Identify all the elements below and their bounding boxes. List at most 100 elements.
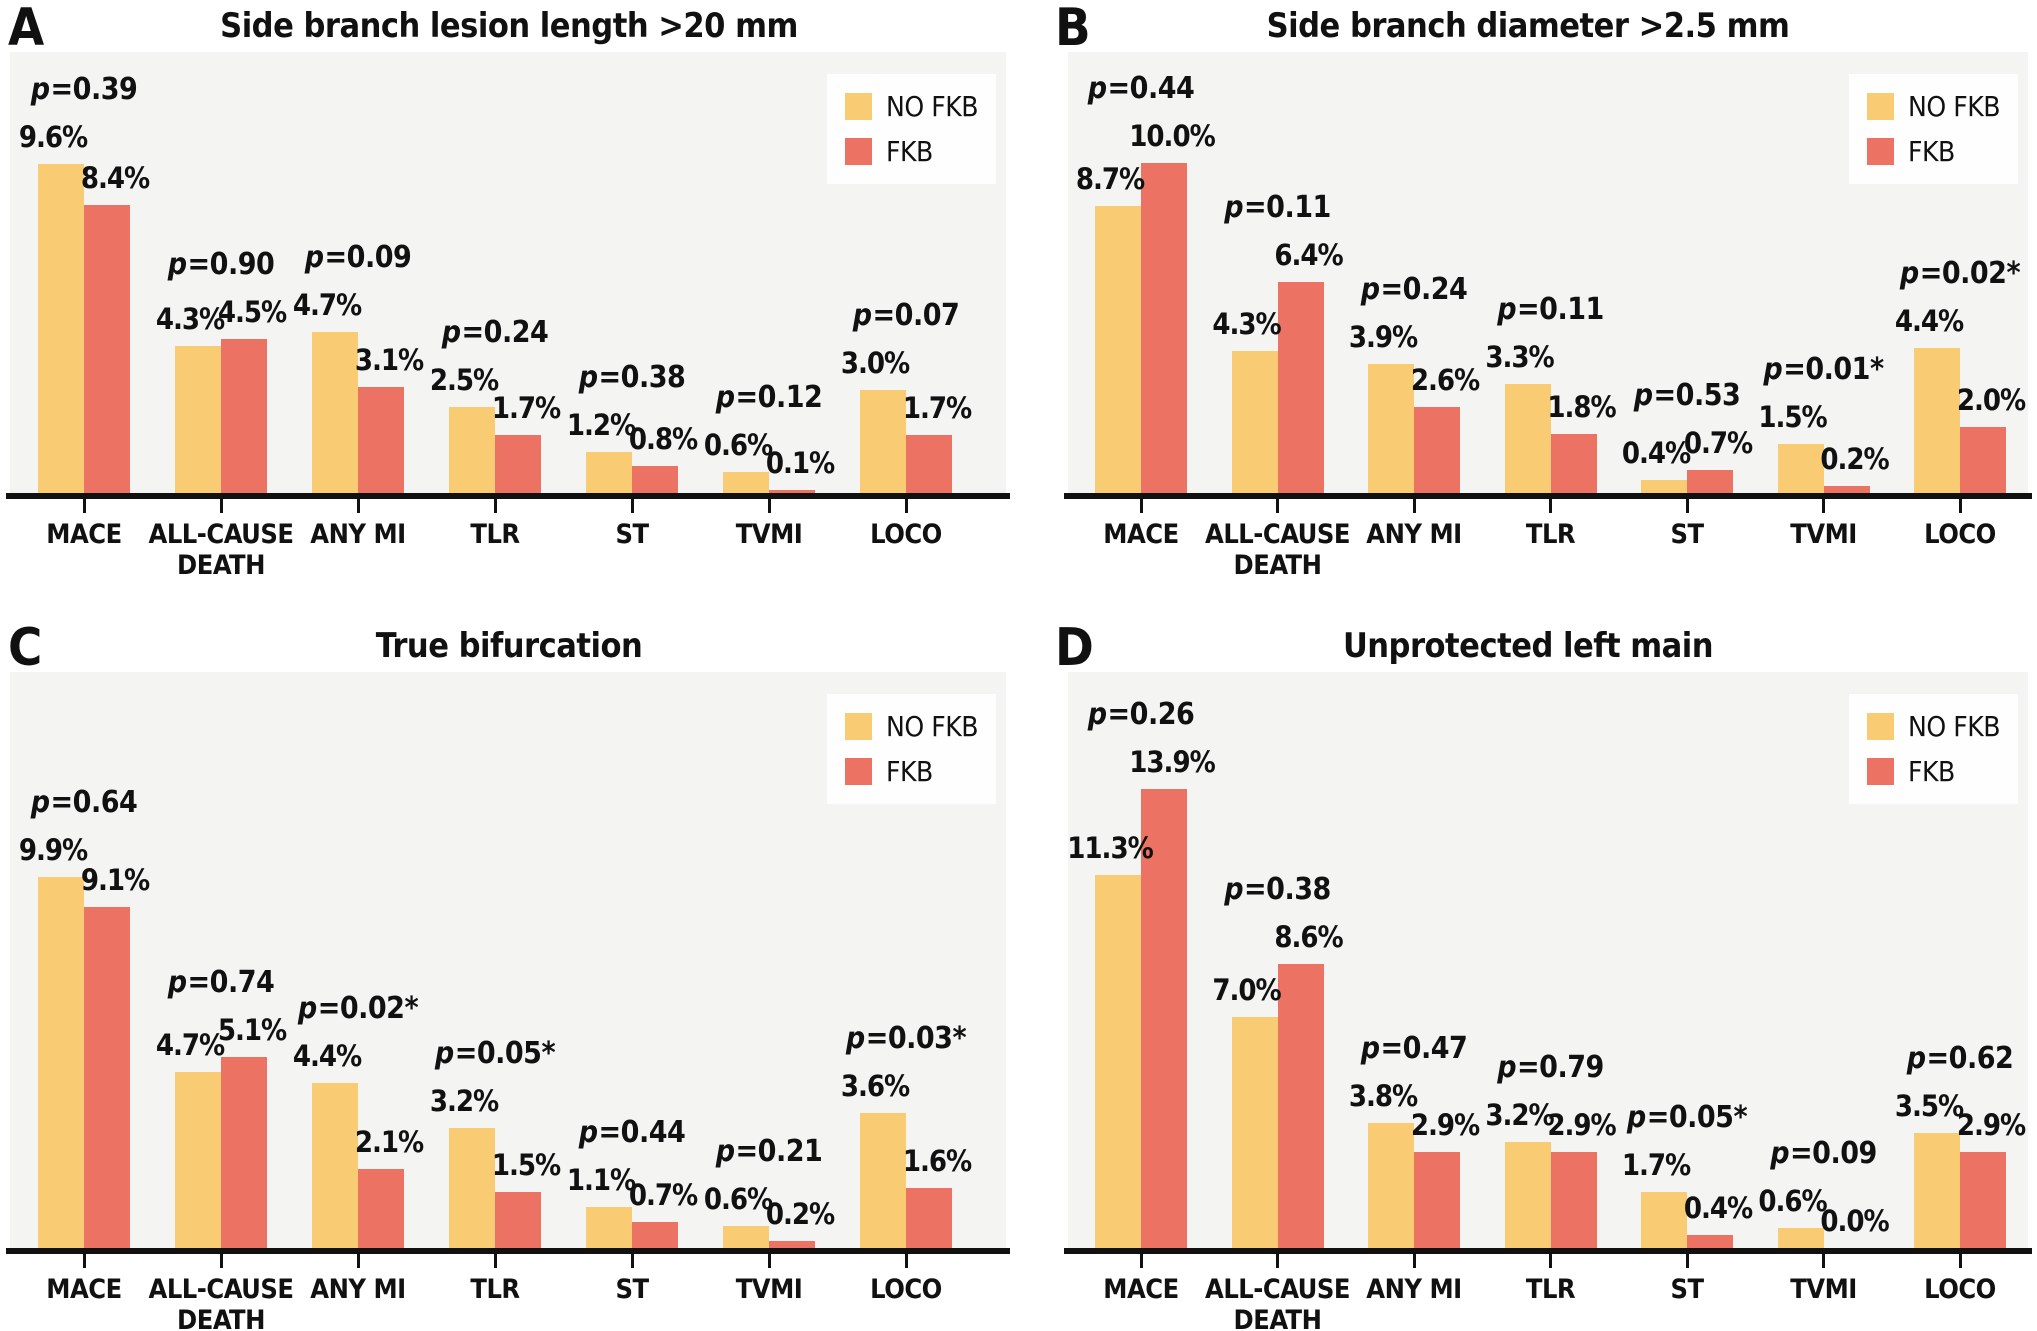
x-axis-tick — [219, 499, 223, 513]
bar-fkb-LOCO — [906, 1188, 952, 1248]
value-label-fkb: 0.2% — [1820, 442, 1889, 477]
p-value-label: p=0.11 — [1497, 292, 1604, 328]
p-italic: p — [1087, 697, 1107, 733]
category-label-TVMI: TVMI — [1790, 1274, 1857, 1305]
value-label-fkb: 1.7% — [902, 390, 972, 425]
bar-no-fkb-LOCO — [860, 390, 906, 493]
bar-fkb-MACE — [1141, 163, 1187, 493]
p-value-label: p=0.74 — [167, 964, 275, 1000]
value-label-fkb: 0.7% — [628, 1177, 698, 1212]
value-label-fkb: 0.0% — [1820, 1204, 1889, 1238]
fkb-swatch-icon — [845, 138, 873, 165]
bar-fkb-MACE — [84, 906, 130, 1248]
category-label-ST: ST — [615, 1274, 649, 1305]
category-label-ST: ST — [615, 519, 649, 550]
value-label-no-fkb: 4.3% — [1212, 307, 1281, 342]
category-label-ST: ST — [1670, 1274, 1704, 1305]
bar-no-fkb-ALL-CAUSE-DEATH — [175, 1071, 221, 1248]
p-value-label: p=0.03* — [845, 1021, 967, 1056]
no-fkb-swatch-icon — [845, 713, 873, 740]
legend-label-no-fkb: NO FKB — [1908, 90, 2000, 123]
p-italic: p — [845, 1021, 865, 1056]
bar-fkb-ST — [632, 1221, 678, 1248]
category-label-ANY-MI: ANY MI — [310, 519, 406, 550]
bar-no-fkb-TVMI — [723, 472, 769, 493]
value-label-fkb: 1.8% — [1547, 389, 1616, 424]
category-label-ANY-MI: ANY MI — [310, 1274, 406, 1305]
x-axis-tick — [1412, 1254, 1416, 1268]
p-value-label: p=0.05* — [1626, 1099, 1748, 1135]
bar-no-fkb-ALL-CAUSE-DEATH — [1231, 1017, 1278, 1248]
value-label-no-fkb: 3.8% — [1348, 1078, 1418, 1113]
panel-C: C True bifurcation 9.9% 9.1% p=0.64 MACE 4.7… — [0, 618, 1018, 1331]
category-label-LOCO: LOCO — [870, 519, 942, 550]
panel-b-letter: B — [1055, 0, 1091, 58]
p-value-label: p=0.21 — [715, 1133, 823, 1169]
bar-no-fkb-ANY-MI — [1368, 364, 1414, 493]
p-italic: p — [297, 991, 317, 1026]
p-italic: p — [1763, 351, 1783, 387]
bar-fkb-MACE — [1141, 789, 1187, 1248]
x-axis-tick — [1958, 499, 1962, 513]
value-label-fkb: 9.1% — [80, 862, 150, 897]
category-label-ANY-MI: ANY MI — [1366, 519, 1462, 550]
p-value-label: p=0.64 — [30, 784, 138, 820]
bar-fkb-LOCO — [906, 434, 952, 493]
p-italic: p — [1497, 292, 1517, 328]
value-label-fkb: 2.6% — [1410, 363, 1480, 398]
p-value-label: p=0.24 — [441, 315, 549, 351]
category-label-MACE: MACE — [46, 1274, 122, 1305]
bar-fkb-TVMI — [769, 1240, 815, 1248]
value-label-no-fkb: 1.1% — [566, 1162, 636, 1197]
value-label-no-fkb: 0.6% — [703, 428, 773, 463]
p-italic: p — [852, 298, 872, 334]
panel-c-title: True bifurcation — [375, 626, 643, 666]
legend-label-fkb: FKB — [1908, 755, 1955, 788]
x-axis-tick — [493, 499, 497, 513]
p-value-label: p=0.09 — [1770, 1136, 1877, 1172]
category-label-ANY-MI: ANY MI — [1366, 1274, 1462, 1305]
bar-fkb-TVMI — [1823, 486, 1870, 493]
p-value-label: p=0.09 — [304, 239, 412, 275]
bar-fkb-ALL-CAUSE-DEATH — [1277, 281, 1324, 493]
value-label-fkb: 0.7% — [1683, 425, 1753, 460]
p-value-label: p=0.39 — [30, 71, 138, 107]
legend-label-fkb: FKB — [1908, 135, 1955, 168]
value-label-fkb: 0.2% — [765, 1196, 835, 1231]
category-label-MACE: MACE — [1103, 1274, 1179, 1305]
value-label-fkb: 2.9% — [1547, 1108, 1616, 1143]
bar-no-fkb-TLR — [1504, 1142, 1551, 1248]
bar-no-fkb-TVMI — [1777, 443, 1824, 493]
x-axis-tick — [904, 499, 908, 513]
p-italic: p — [1224, 872, 1244, 908]
value-label-no-fkb: 1.2% — [566, 407, 636, 442]
p-value-label: p=0.38 — [578, 359, 686, 395]
category-label-LOCO: LOCO — [1924, 1274, 1996, 1305]
panel-a-legend: NO FKB FKB — [827, 74, 996, 184]
p-italic: p — [1899, 255, 1919, 291]
panel-b-legend: NO FKB FKB — [1849, 74, 2018, 184]
value-label-fkb: 5.1% — [217, 1012, 287, 1047]
value-label-fkb: 1.6% — [902, 1144, 972, 1178]
panel-a-letter: A — [8, 0, 44, 58]
value-label-no-fkb: 4.3% — [155, 301, 225, 336]
no-fkb-swatch-icon — [845, 93, 873, 120]
value-label-fkb: 4.5% — [217, 294, 287, 329]
panel-b-title: Side branch diameter >2.5 mm — [1266, 6, 1790, 46]
x-axis-tick — [1549, 1254, 1552, 1268]
bar-no-fkb-LOCO — [1914, 1132, 1960, 1248]
p-italic: p — [1633, 377, 1653, 413]
bar-no-fkb-ST — [586, 451, 632, 493]
x-axis-line — [6, 493, 1010, 499]
legend-item-fkb: FKB — [845, 135, 978, 168]
value-label-no-fkb: 9.6% — [18, 119, 88, 154]
value-label-fkb: 1.7% — [491, 390, 561, 425]
bar-fkb-ST — [1687, 1234, 1733, 1248]
fkb-swatch-icon — [1867, 758, 1895, 785]
bar-fkb-TLR — [1550, 1152, 1597, 1248]
value-label-no-fkb: 3.3% — [1485, 340, 1554, 375]
value-label-no-fkb: 3.9% — [1348, 320, 1418, 355]
value-label-no-fkb: 3.0% — [840, 346, 910, 381]
panel-c-letter: C — [8, 618, 42, 678]
value-label-no-fkb: 0.4% — [1621, 435, 1691, 470]
